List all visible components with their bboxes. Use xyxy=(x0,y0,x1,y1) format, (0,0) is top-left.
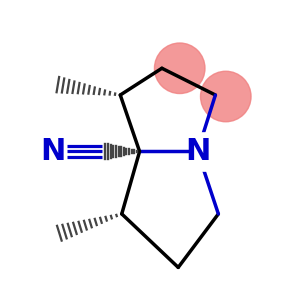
Circle shape xyxy=(154,43,205,94)
Text: N: N xyxy=(185,137,210,166)
Circle shape xyxy=(200,71,251,122)
Text: N: N xyxy=(41,137,66,166)
